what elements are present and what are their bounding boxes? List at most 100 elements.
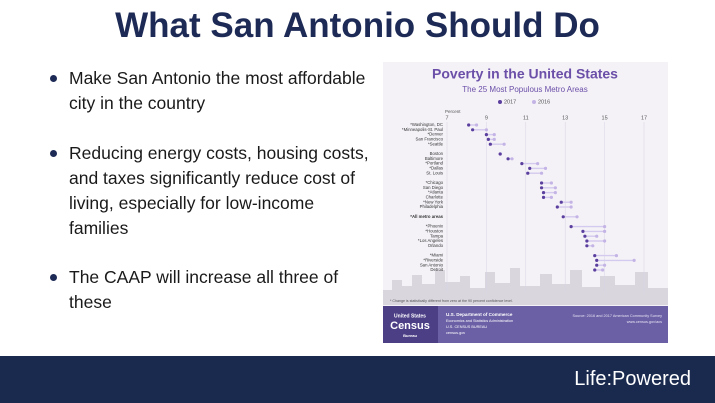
x-tick-label: 13: [562, 115, 568, 121]
row-label: Charlotte: [426, 195, 444, 200]
x-tick-label: 15: [602, 115, 608, 121]
legend-swatch: [532, 100, 536, 104]
dot-2016: [569, 200, 573, 204]
row-label: Orlando: [428, 243, 444, 248]
row-label: Philadelphia: [420, 204, 444, 209]
skyline: [383, 268, 668, 305]
dot-2017: [585, 239, 589, 243]
dot-2016: [614, 254, 619, 258]
axis-label: Percent: [445, 109, 461, 114]
x-tick-label: 9: [485, 115, 488, 121]
slide-title: What San Antonio Should Do: [115, 6, 600, 45]
dot-2017: [467, 123, 471, 127]
dot-2017: [526, 171, 530, 175]
dot-2017: [484, 133, 488, 137]
dot-2017: [541, 191, 546, 195]
legend-label: 2017: [504, 99, 516, 105]
dot-2016: [603, 229, 607, 233]
row-label: *Atlanta: [428, 190, 444, 195]
figure: Poverty in the United States The 25 Most …: [383, 62, 668, 343]
figure-title: Poverty in the United States: [432, 66, 618, 82]
dot-2017: [486, 137, 490, 141]
row-label: *Miami: [430, 253, 443, 258]
figure-subtitle: The 25 Most Populous Metro Areas: [462, 85, 587, 94]
dot-2016: [603, 225, 607, 229]
row-label: Boston: [430, 151, 444, 156]
bullet-icon: [50, 75, 57, 82]
dot-2016: [569, 205, 573, 209]
source-line: Source: 2016 and 2017 American Community…: [573, 314, 663, 318]
x-tick-label: 11: [523, 115, 529, 121]
dot-2017: [488, 142, 492, 146]
agency-line: U.S. CENSUS BUREAU: [446, 325, 487, 329]
dot-2016: [510, 157, 514, 161]
dot-2016: [553, 186, 557, 190]
logo: Life:Powered: [574, 368, 691, 390]
dot-2017: [593, 254, 597, 258]
row-label: *Houston: [425, 229, 443, 234]
dot-2017: [506, 157, 510, 161]
dot-2017: [595, 258, 599, 262]
dot-2016: [543, 166, 548, 170]
dot-2017: [471, 128, 475, 132]
row-label: *All metro areas: [410, 214, 443, 219]
dot-2017: [559, 200, 563, 204]
dot-2016: [575, 215, 579, 219]
row-label: San Diego: [423, 185, 444, 190]
row-label: *Minneapolis-St. Paul: [402, 127, 443, 132]
dot-2017: [498, 152, 502, 156]
row-label: Detroit: [430, 267, 443, 272]
row-label: *Dallas: [429, 166, 443, 171]
bullet: The CAAP will increase all three of thes…: [69, 267, 339, 312]
dot-2017: [539, 181, 544, 185]
dot-2016: [603, 239, 607, 243]
dot-2017: [561, 215, 565, 219]
dot-2017: [593, 268, 597, 272]
bullet: Reducing energy costs, housing costs, an…: [69, 143, 369, 238]
agency-line: Economics and Statistics Administration: [446, 319, 513, 323]
row-label: *New York: [423, 199, 444, 204]
agency-line: census.gov: [446, 331, 465, 335]
dot-2016: [492, 133, 496, 137]
dot-2017: [595, 263, 599, 267]
dot-2016: [492, 137, 496, 141]
dot-2016: [603, 263, 607, 267]
row-label: Baltimore: [425, 156, 444, 161]
row-label: Tampa: [430, 233, 444, 238]
dot-2016: [549, 195, 554, 199]
dot-2016: [549, 181, 554, 185]
bullet: Make San Antonio the most affordable cit…: [69, 68, 366, 113]
legend-label: 2016: [538, 99, 550, 105]
dot-2016: [553, 191, 557, 195]
census-logo: Bureau: [403, 333, 417, 338]
dot-2016: [539, 171, 544, 175]
row-label: *Washington, DC: [410, 122, 443, 127]
legend-swatch: [498, 100, 502, 104]
row-label: *Chicago: [426, 180, 444, 185]
dot-2017: [555, 205, 559, 209]
dot-2016: [632, 258, 636, 262]
dot-2016: [591, 244, 595, 248]
row-label: *Portland: [425, 161, 443, 166]
row-label: San Antonio: [420, 262, 444, 267]
row-label: San Francisco: [416, 137, 444, 142]
census-logo: United States: [394, 313, 426, 319]
dot-2017: [569, 225, 573, 229]
row-label: *Phoenix: [426, 224, 444, 229]
row-label: *Los Angeles: [418, 238, 443, 243]
row-label: *Seattle: [428, 141, 444, 146]
row-label: St. Louis: [426, 170, 443, 175]
figure-note: * Change is statistically different from…: [390, 299, 513, 303]
dot-2017: [583, 234, 587, 238]
dot-2017: [520, 162, 524, 166]
census-logo-box: [383, 306, 438, 343]
dot-2016: [536, 162, 540, 166]
bullet-icon: [50, 274, 57, 281]
footer-bar: Life:Powered: [0, 356, 715, 403]
dot-2016: [474, 123, 479, 127]
dot-2017: [528, 166, 532, 170]
dot-2017: [541, 195, 546, 199]
bullet-icon: [50, 150, 57, 157]
x-tick-label: 17: [641, 115, 647, 121]
